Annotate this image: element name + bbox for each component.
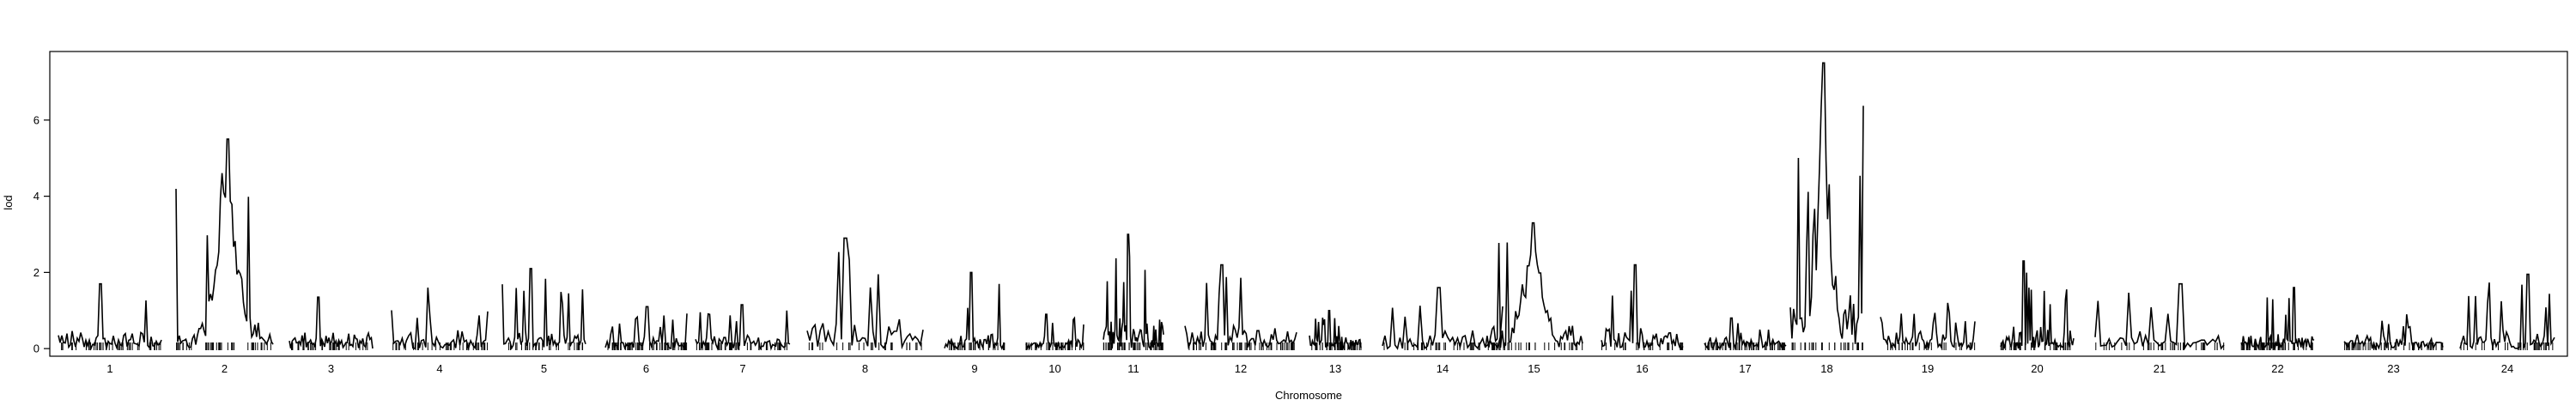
chromosome-label: 6 [643,362,649,375]
chromosome-label: 17 [1739,362,1751,375]
lod-curve-chr20 [2000,260,2075,349]
lod-curve-chr23 [2343,314,2444,352]
lod-curve-chr10 [1025,313,1084,351]
lod-curve-chr17 [1704,317,1787,351]
y-tick-label: 4 [33,190,39,203]
lod-curve-chr4 [391,288,489,351]
chromosome-label: 19 [1922,362,1934,375]
chromosome-label: 7 [739,362,745,375]
y-axis-label: lod [2,195,15,209]
chromosome-label: 1 [106,362,112,375]
chromosome-label: 8 [862,362,868,375]
chromosome-label: 21 [2154,362,2166,375]
lod-curve-chr21 [2094,282,2225,351]
plot-frame [49,51,2568,357]
lod-curve-chr2 [175,138,274,349]
chromosome-label: 2 [222,362,228,375]
chromosome-label: 13 [1329,362,1341,375]
chromosome-label: 18 [1820,362,1832,375]
marker-rug [61,342,2554,350]
chromosome-label: 16 [1636,362,1648,375]
lod-curve-chr14 [1382,287,1504,350]
chromosome-label: 15 [1528,362,1540,375]
chromosome-label: 23 [2387,362,2399,375]
y-tick-label: 0 [33,342,39,355]
lod-curve-chr5 [501,268,586,350]
y-tick-label: 6 [33,113,39,126]
lod-curve-chr12 [1184,264,1297,350]
x-axis-label: Chromosome [1275,389,1342,402]
chromosome-label: 24 [2501,362,2513,375]
lod-curve-chr19 [1880,302,1976,351]
y-axis: 0 2 4 6 [33,113,50,355]
lod-curve-chr22 [2240,287,2315,351]
lod-curve-chr11 [1103,233,1164,349]
lod-curve-chr9 [944,271,1005,350]
lod-curve-chr13 [1309,309,1362,350]
chromosome-label: 4 [436,362,442,375]
lod-curve-chr1 [58,282,162,351]
chromosome-label: 3 [328,362,334,375]
lod-curve-chr18 [1789,62,1864,344]
y-tick-label: 2 [33,266,39,279]
chromosome-label: 20 [2031,362,2043,375]
chromosome-label: 14 [1437,362,1449,375]
chromosome-label: 5 [541,362,547,375]
lod-curve-chr3 [289,296,374,349]
lod-series [58,62,2555,352]
lod-curve-chr7 [695,304,791,351]
lod-curve-chr16 [1601,264,1684,350]
lod-curve-chr8 [806,237,924,350]
chromosome-label: 22 [2271,362,2283,375]
lod-curve-chr24 [2459,273,2555,349]
lod-curve-chr15 [1485,221,1583,349]
chromosome-labels: 1 2 3 4 5 6 7 8 9 10 11 12 13 14 15 16 17 18 19 20 21 22 23 24 [106,362,2513,375]
lod-curve-chr6 [605,306,688,350]
chromosome-label: 12 [1235,362,1247,375]
chromosome-label: 11 [1127,362,1139,375]
chromosome-label: 9 [971,362,977,375]
chromosome-label: 10 [1048,362,1060,375]
